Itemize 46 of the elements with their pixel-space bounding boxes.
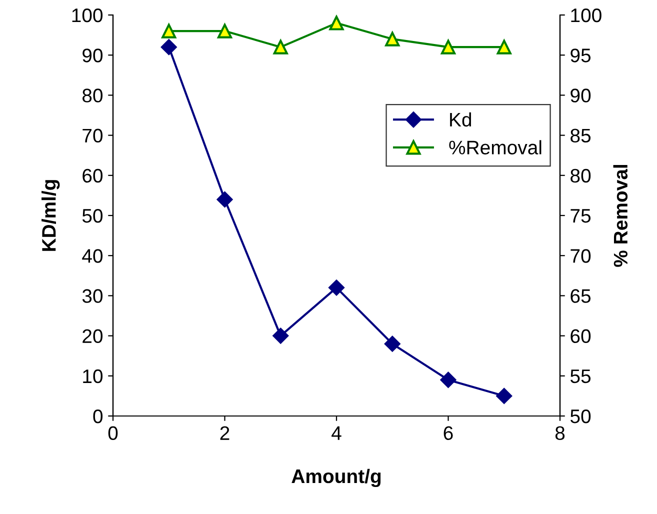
point [328, 280, 344, 296]
x-tick-label: 0 [108, 426, 118, 440]
y2-tick-label: 100 [571, 8, 602, 22]
y2-tick-label: 80 [570, 168, 591, 183]
point [496, 388, 512, 404]
x-axis-title: Amount/g [292, 468, 381, 488]
point [385, 32, 400, 46]
point [162, 24, 176, 38]
x-tick-label: 8 [555, 426, 565, 440]
y2-tick-label: 90 [570, 88, 591, 102]
point [272, 328, 289, 344]
y-axis-title: KD/ml/g [42, 180, 60, 251]
y-tick-label: 10 [83, 369, 103, 384]
point [384, 336, 400, 352]
y-tick-label: 60 [82, 168, 103, 183]
y-tick-label: 0 [93, 409, 103, 424]
y-tick-label: 70 [82, 128, 103, 143]
y-tick-label: 40 [82, 249, 103, 263]
y2-tick-label: 50 [570, 409, 591, 424]
y-tick-label: 80 [82, 88, 103, 102]
x-tick-label: 2 [220, 426, 230, 440]
point [273, 40, 288, 54]
y2-tick-label: 70 [570, 249, 591, 263]
point [440, 40, 456, 54]
y2-axis-title: % Removal [613, 165, 628, 267]
point [329, 16, 344, 30]
y-tick-label: 90 [82, 48, 103, 62]
y2-tick-label: 60 [570, 329, 591, 344]
point [216, 192, 233, 208]
point [496, 40, 512, 54]
point [440, 372, 456, 388]
y2-tick-label: 85 [570, 128, 591, 143]
y-tick-label: 30 [82, 289, 103, 303]
x-tick-label: 4 [332, 426, 342, 440]
y2-tick-label: 55 [570, 370, 591, 384]
x-tick-label: 6 [444, 426, 453, 440]
point [160, 39, 177, 55]
point [217, 24, 232, 38]
legend-label: Kd [450, 112, 472, 127]
y-tick-label: 100 [72, 8, 103, 22]
y-tick-label: 50 [82, 208, 103, 223]
y-tick-label: 20 [82, 329, 103, 344]
y2-tick-label: 95 [570, 48, 591, 62]
y2-tick-label: 75 [570, 209, 591, 223]
y2-tick-label: 65 [570, 289, 591, 303]
legend-label: %Removal [449, 140, 542, 154]
